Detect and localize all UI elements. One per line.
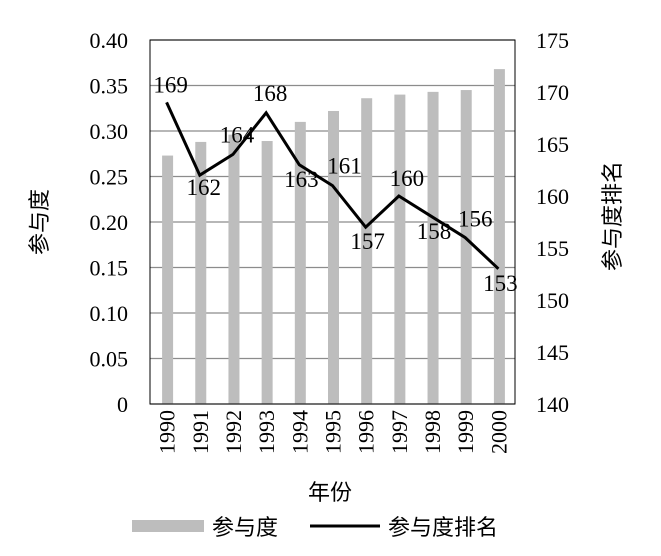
data-label: 162 bbox=[187, 175, 222, 200]
x-tick-label: 1993 bbox=[254, 410, 279, 454]
x-tick-label: 1990 bbox=[155, 410, 180, 454]
bar bbox=[195, 141, 207, 405]
legend: 参与度 参与度排名 bbox=[132, 516, 498, 541]
right-tick-label: 155 bbox=[536, 236, 569, 261]
x-tick-label: 2000 bbox=[486, 410, 511, 454]
right-tick-label: 170 bbox=[536, 80, 569, 105]
right-tick-label: 140 bbox=[536, 392, 569, 417]
data-label: 169 bbox=[153, 72, 188, 97]
x-axis-title: 年份 bbox=[308, 481, 352, 506]
data-label: 158 bbox=[417, 219, 452, 244]
right-axis-ticks: 140 145 150 155 160 165 170 175 bbox=[536, 28, 569, 417]
bar bbox=[328, 110, 339, 404]
x-tick-label: 1992 bbox=[221, 410, 246, 454]
bar bbox=[228, 134, 240, 404]
left-tick-label: 0.10 bbox=[90, 301, 129, 326]
right-tick-label: 150 bbox=[536, 288, 569, 313]
x-tick-label: 1998 bbox=[420, 410, 445, 454]
left-axis-title: 参与度 bbox=[28, 189, 53, 255]
bar bbox=[294, 121, 306, 405]
data-label: 157 bbox=[350, 229, 385, 254]
left-tick-label: 0.35 bbox=[90, 74, 129, 99]
left-axis-ticks: 0 0.05 0.10 0.15 0.20 0.25 0.30 0.35 0.40 bbox=[90, 28, 129, 417]
x-tick-label: 1994 bbox=[287, 410, 312, 454]
x-tick-label: 1997 bbox=[387, 410, 412, 454]
x-tick-label: 1995 bbox=[321, 410, 346, 454]
data-label: 156 bbox=[458, 207, 493, 232]
right-tick-label: 165 bbox=[536, 132, 569, 157]
legend-swatch-bar bbox=[132, 520, 204, 532]
left-tick-label: 0.25 bbox=[90, 165, 129, 190]
data-label: 153 bbox=[483, 271, 518, 296]
left-tick-label: 0.15 bbox=[90, 256, 129, 281]
left-tick-label: 0.05 bbox=[90, 347, 129, 372]
right-tick-label: 175 bbox=[536, 28, 569, 53]
bar bbox=[394, 94, 406, 404]
right-tick-label: 160 bbox=[536, 184, 569, 209]
x-tick-label: 1991 bbox=[188, 410, 213, 454]
data-label: 168 bbox=[253, 81, 288, 106]
data-label: 160 bbox=[390, 166, 425, 191]
left-tick-label: 0.40 bbox=[90, 28, 129, 53]
x-tick-label: 1999 bbox=[453, 410, 478, 454]
left-tick-label: 0 bbox=[117, 392, 128, 417]
right-tick-label: 145 bbox=[536, 340, 569, 365]
left-tick-label: 0.20 bbox=[90, 210, 129, 235]
data-label: 161 bbox=[327, 154, 362, 179]
bar bbox=[361, 98, 373, 405]
bar bbox=[427, 91, 439, 405]
bar bbox=[261, 141, 273, 404]
right-axis-title: 参与度排名 bbox=[601, 161, 626, 271]
data-label: 164 bbox=[220, 122, 255, 147]
legend-label-line: 参与度排名 bbox=[388, 516, 498, 541]
x-axis-ticks: 1990 1991 1992 1993 1994 1995 1996 1997 1998 1999… bbox=[155, 410, 512, 454]
bar bbox=[493, 69, 505, 405]
bar-series bbox=[162, 69, 505, 405]
series-line bbox=[165, 101, 500, 270]
legend-label-bar: 参与度 bbox=[212, 516, 278, 541]
line-series: 169 162 164 168 163 161 157 160 158 156 153 bbox=[153, 72, 517, 295]
data-label: 163 bbox=[284, 167, 319, 192]
left-tick-label: 0.30 bbox=[90, 119, 129, 144]
plot-area-frame bbox=[149, 39, 516, 405]
bar bbox=[460, 90, 472, 405]
x-tick-label: 1996 bbox=[354, 410, 379, 454]
bar bbox=[162, 155, 174, 404]
